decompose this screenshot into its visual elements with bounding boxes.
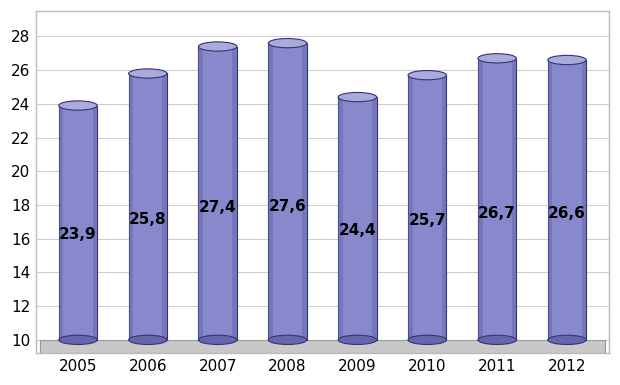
Text: 26,6: 26,6 [548,206,586,221]
Polygon shape [408,75,413,340]
Text: 23,9: 23,9 [59,227,97,242]
Ellipse shape [547,335,586,345]
Ellipse shape [128,335,167,345]
Ellipse shape [338,92,376,102]
Ellipse shape [338,335,376,345]
Text: 27,6: 27,6 [268,199,306,214]
Polygon shape [512,58,516,340]
Text: 26,7: 26,7 [478,206,516,221]
Ellipse shape [268,38,307,48]
Polygon shape [408,75,446,340]
Polygon shape [547,60,586,340]
Polygon shape [442,75,446,340]
Polygon shape [128,74,167,340]
Polygon shape [547,60,552,340]
Polygon shape [40,340,605,353]
Ellipse shape [198,42,237,51]
Polygon shape [478,58,482,340]
Polygon shape [92,105,97,340]
Polygon shape [478,58,516,340]
Ellipse shape [128,69,167,78]
Ellipse shape [478,54,516,63]
Polygon shape [268,43,307,340]
Ellipse shape [408,70,446,80]
Polygon shape [232,47,237,340]
Ellipse shape [547,55,586,65]
Text: 25,8: 25,8 [129,213,167,228]
Polygon shape [268,43,273,340]
Ellipse shape [59,101,97,110]
Text: 25,7: 25,7 [409,213,446,228]
Ellipse shape [59,335,97,345]
Ellipse shape [478,335,516,345]
Polygon shape [338,97,343,340]
Text: 27,4: 27,4 [199,200,236,215]
Polygon shape [372,97,376,340]
Polygon shape [198,47,237,340]
Text: 24,4: 24,4 [339,223,376,238]
Ellipse shape [268,335,307,345]
Polygon shape [302,43,307,340]
Polygon shape [59,105,63,340]
Ellipse shape [408,335,446,345]
Polygon shape [59,105,97,340]
Polygon shape [198,47,203,340]
Polygon shape [582,60,586,340]
Polygon shape [128,74,133,340]
Ellipse shape [198,335,237,345]
Polygon shape [162,74,167,340]
Polygon shape [338,97,376,340]
